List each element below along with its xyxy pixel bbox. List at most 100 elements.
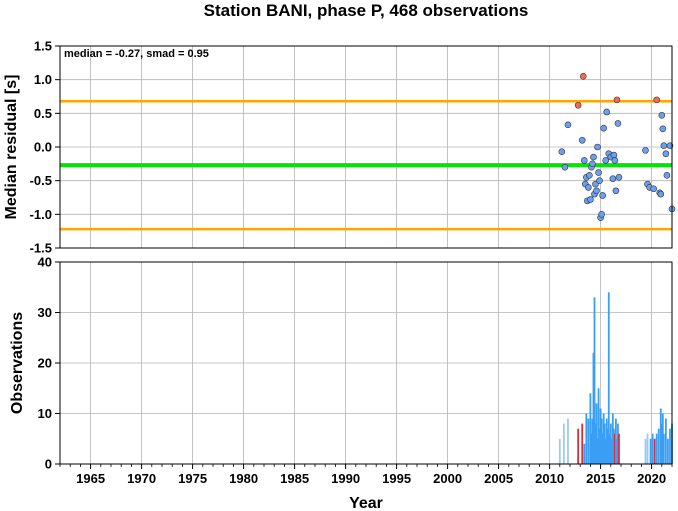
observation-bar <box>607 292 610 464</box>
chart-title: Station BANI, phase P, 468 observations <box>204 1 529 20</box>
observations-y-tick-label: 30 <box>38 305 52 320</box>
x-tick-label: 2015 <box>586 471 615 486</box>
observation-bar <box>615 418 617 464</box>
x-tick-label: 1990 <box>331 471 360 486</box>
residual-point <box>609 175 617 182</box>
observation-bar <box>653 438 656 464</box>
observation-bar <box>596 438 599 464</box>
residual-point <box>590 153 597 161</box>
residual-point <box>614 120 622 127</box>
observation-bar <box>649 438 652 464</box>
observation-bar <box>667 438 669 464</box>
residual-point <box>598 211 605 218</box>
observations-bars <box>558 292 673 464</box>
observation-bar <box>646 433 649 464</box>
residual-point <box>615 174 623 181</box>
residual-point <box>564 121 572 129</box>
residual-y-tick-label: -1.5 <box>30 241 52 256</box>
residual-point <box>586 171 593 179</box>
residual-point <box>662 150 670 158</box>
observations-y-tick-label: 0 <box>45 457 52 472</box>
residual-point <box>596 177 603 184</box>
residual-point <box>611 157 619 164</box>
observation-bar <box>562 423 565 464</box>
observation-bar <box>593 297 596 464</box>
observation-bar <box>603 423 606 464</box>
observation-bar <box>595 403 598 464</box>
observation-bar <box>590 433 593 464</box>
outlier-point <box>579 73 587 80</box>
observation-bar <box>589 393 592 464</box>
observation-bar <box>616 438 618 464</box>
x-tick-label: 1985 <box>280 471 309 486</box>
observations-x-ticks: 1965 1970 1975 1980 1985 1990 1995 2000 2005 2010… <box>59 464 673 486</box>
residual-point <box>660 142 668 149</box>
observation-bar <box>558 438 561 464</box>
residual-y-tick-label: 1.5 <box>34 39 52 54</box>
observation-bar <box>587 418 590 464</box>
residual-point <box>600 124 607 132</box>
residual-y-tick-label: 1.0 <box>34 72 52 87</box>
observation-bar <box>597 388 600 464</box>
observation-bar <box>606 428 609 464</box>
observation-bar <box>660 423 663 464</box>
residual-point <box>612 187 620 195</box>
observation-bar <box>644 438 647 464</box>
observation-bar <box>612 428 615 464</box>
observation-bar <box>618 433 620 464</box>
observation-bar <box>661 413 664 464</box>
residual-point <box>658 112 666 119</box>
observation-bar <box>601 433 604 464</box>
x-tick-label: 2000 <box>433 471 462 486</box>
residual-point <box>610 151 618 159</box>
x-tick-label: 1995 <box>382 471 411 486</box>
observation-bar <box>594 423 597 464</box>
observation-bar <box>599 408 602 464</box>
observation-bar <box>581 423 584 464</box>
residual-point <box>594 143 601 151</box>
observation-bar <box>605 418 608 464</box>
residual-y-axis-label: Median residual [s] <box>3 75 20 220</box>
outlier-point <box>653 96 661 104</box>
x-tick-label: 1975 <box>178 471 207 486</box>
x-tick-label: 1980 <box>229 471 258 486</box>
x-tick-label: 2005 <box>484 471 513 486</box>
observation-bar <box>617 423 619 464</box>
observation-bar <box>664 418 667 464</box>
residual-point <box>587 196 594 203</box>
observation-bar <box>567 418 569 464</box>
observation-bar <box>592 352 595 464</box>
residual-annotation: median = -0.27, smad = 0.95 <box>64 48 209 60</box>
residual-points <box>558 73 676 221</box>
observation-bar <box>577 428 580 464</box>
residual-point <box>663 171 671 179</box>
observation-bar <box>669 428 671 464</box>
residual-point <box>657 190 665 198</box>
observation-bar <box>598 428 601 464</box>
observations-y-tick-label: 40 <box>38 255 52 270</box>
observations-y-tick-label: 20 <box>38 356 52 371</box>
observation-bar <box>662 433 665 464</box>
residual-y-ticks: 1.5 1.0 0.5 0.0 -0.5 -1.0 -1.5 <box>30 39 60 256</box>
observation-bar <box>591 418 594 464</box>
residual-point <box>603 108 611 116</box>
residual-point <box>642 147 649 154</box>
residual-point <box>599 192 606 199</box>
observation-bar <box>583 443 586 464</box>
observation-bar <box>604 438 607 464</box>
observation-bar <box>659 408 662 464</box>
x-tick-label: 2010 <box>535 471 564 486</box>
observation-bar <box>600 418 603 464</box>
outlier-point <box>613 96 621 104</box>
residual-point <box>589 160 596 168</box>
residual-point <box>558 148 566 156</box>
residual-point <box>659 125 667 133</box>
observations-y-ticks: 40 30 20 10 0 <box>38 255 60 472</box>
observation-bar <box>609 423 612 464</box>
observations-y-axis-label: Observations <box>9 312 26 414</box>
residual-point <box>602 157 610 164</box>
residual-point <box>580 157 588 164</box>
observation-bar <box>655 433 658 464</box>
residual-y-tick-label: -1.0 <box>30 207 52 222</box>
